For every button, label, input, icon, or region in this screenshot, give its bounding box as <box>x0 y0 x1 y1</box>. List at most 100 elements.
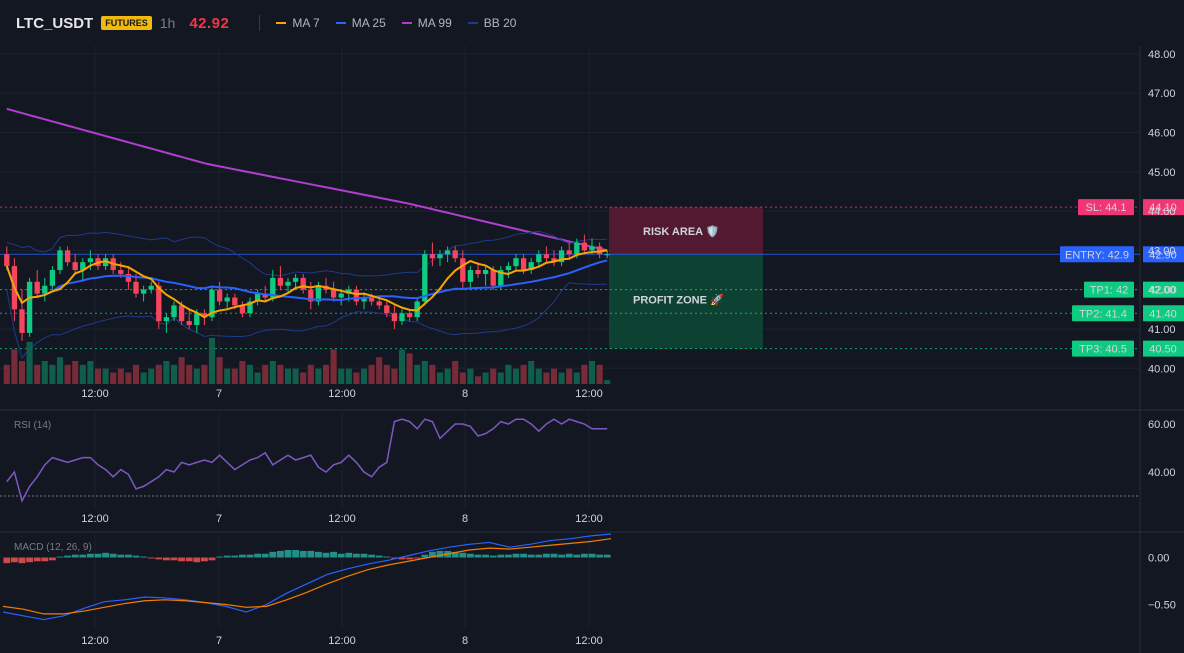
macd-histogram-bar <box>246 554 254 558</box>
volume-bar <box>383 364 390 384</box>
macd-histogram-bar <box>86 553 94 558</box>
volume-bar <box>254 372 261 384</box>
candle <box>391 305 398 329</box>
time-axis-label: 12:00 <box>81 388 109 400</box>
candle <box>323 277 329 294</box>
time-axis-label: 8 <box>462 635 468 647</box>
macd-histogram-bar <box>504 554 512 558</box>
level-tag <box>1078 199 1134 216</box>
candle-body <box>72 262 78 271</box>
volume-bar <box>414 364 421 384</box>
time-axis-label: 12:00 <box>81 635 109 647</box>
volume-bar <box>224 368 231 384</box>
volume-bar <box>512 368 520 384</box>
price-axis-label: 40.00 <box>1148 363 1176 375</box>
volume-bar <box>201 364 208 384</box>
candle-body <box>589 246 595 251</box>
candle <box>604 250 610 259</box>
macd-histogram-bar <box>459 552 467 558</box>
volume-bar <box>573 372 580 384</box>
candle <box>300 273 306 294</box>
volume-bar <box>596 364 603 384</box>
candle-body <box>64 250 71 263</box>
price-axis-label: 46.00 <box>1148 127 1176 139</box>
timeframe-label[interactable]: 1h <box>159 15 176 31</box>
macd-histogram-bar <box>238 554 246 558</box>
candle-body <box>125 273 132 282</box>
profit-zone <box>609 254 763 349</box>
volume-bar <box>292 368 299 384</box>
candle-body <box>156 285 162 322</box>
candle <box>543 246 550 263</box>
candle-body <box>543 254 550 259</box>
macd-histogram-bar <box>520 553 528 558</box>
price-axis-label: 41.00 <box>1148 324 1176 336</box>
candle-body <box>4 254 10 267</box>
volume-bar <box>56 357 64 384</box>
macd-histogram-bar <box>48 557 56 561</box>
candle-body <box>118 270 124 274</box>
time-axis-label: 12:00 <box>328 513 356 525</box>
price-tag-label: 41.40 <box>1149 308 1177 320</box>
volume-bar <box>444 368 451 384</box>
candle-body <box>528 262 534 271</box>
level-tag-label: TP3: 40.5 <box>1079 344 1127 356</box>
volume-bar <box>497 372 504 384</box>
symbol-title[interactable]: LTC_USDT <box>16 14 94 32</box>
volume-bar <box>132 364 140 384</box>
candle-body <box>498 270 504 286</box>
candle-body <box>475 270 481 274</box>
macd-histogram-bar <box>558 554 566 558</box>
legend-ma7[interactable]: MA 7 <box>276 16 320 30</box>
macd-histogram-bar <box>573 554 581 558</box>
time-axis-label: 8 <box>462 388 468 400</box>
volume-bar <box>79 364 86 384</box>
candle-body <box>520 258 527 271</box>
candle <box>26 277 33 337</box>
macd-histogram-bar <box>314 551 322 558</box>
macd-histogram-bar <box>64 555 72 558</box>
volume-bar <box>528 361 535 384</box>
ma25-swatch <box>335 22 346 24</box>
legend-ma99[interactable]: MA 99 <box>401 16 452 30</box>
level-tag <box>1060 246 1134 263</box>
macd-histogram-bar <box>10 557 18 563</box>
macd-histogram-bar <box>421 554 429 558</box>
macd-histogram-bar <box>428 551 436 558</box>
macd-histogram-bar <box>132 555 140 558</box>
volume-bar <box>550 368 558 384</box>
macd-histogram-bar <box>550 553 558 558</box>
profit-zone-label: PROFIT ZONE 🚀 <box>633 293 724 306</box>
candle-body <box>315 285 322 302</box>
macd-histogram-bar <box>292 549 300 558</box>
candle <box>361 293 367 310</box>
candle-body <box>277 277 284 286</box>
level-tag-label: TP2: 41.4 <box>1079 308 1127 320</box>
volume-bar <box>307 364 314 384</box>
volume-bar <box>330 349 337 384</box>
volume-bar <box>353 372 360 384</box>
candle-body <box>80 262 86 271</box>
volume-bar <box>102 368 109 384</box>
candle <box>247 297 253 318</box>
volume-bar <box>322 364 330 384</box>
candle-body <box>308 289 314 302</box>
macd-histogram-bar <box>337 553 345 558</box>
candle-body <box>186 321 192 326</box>
volume-bar <box>163 361 170 384</box>
legend-bb20[interactable]: BB 20 <box>467 16 516 30</box>
candle <box>125 266 132 290</box>
candle <box>308 281 314 310</box>
legend-ma25[interactable]: MA 25 <box>335 16 386 30</box>
macd-histogram-bar <box>102 552 110 558</box>
price-axis-label: 47.00 <box>1148 88 1176 100</box>
candle <box>406 309 413 322</box>
volume-bar <box>193 368 200 384</box>
volume-bar <box>467 368 474 384</box>
macd-histogram-bar <box>200 557 208 562</box>
volume-bar <box>140 372 147 384</box>
candle-body <box>581 242 588 251</box>
volume-bar <box>94 368 102 384</box>
volume-bar <box>535 368 542 384</box>
